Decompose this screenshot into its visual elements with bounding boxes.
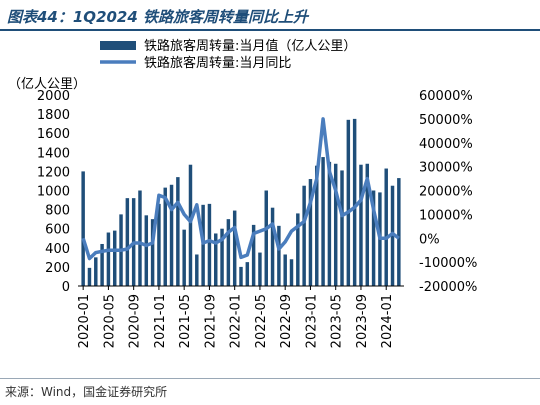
bar-2020-10 xyxy=(138,190,142,286)
bar-2022-06 xyxy=(264,190,268,286)
bar-2022-07 xyxy=(270,207,275,286)
legend-bar-swatch xyxy=(100,41,136,50)
left-tick-label: 200 xyxy=(45,261,70,276)
legend: 铁路旅客周转量:当月值（亿人公里） 铁路旅客周转量:当月同比 xyxy=(100,38,356,71)
x-tick-label: 2020-05 xyxy=(102,294,117,348)
bar-2024-03 xyxy=(397,178,401,286)
x-tick-label: 2023-05 xyxy=(330,294,345,348)
bar-2021-12 xyxy=(226,219,231,286)
right-tick-label: 0% xyxy=(419,232,440,247)
bar-2020-11 xyxy=(144,215,149,286)
left-tick-label: 1600 xyxy=(37,127,70,142)
bar-2021-11 xyxy=(220,228,224,286)
right-tick-label: 20000% xyxy=(419,185,473,200)
x-tick-label: 2021-05 xyxy=(178,294,193,348)
figure-title: 图表44：1Q2024 铁路旅客周转量同比上升 xyxy=(7,8,309,26)
bar-2022-04 xyxy=(251,224,256,286)
x-tick-label: 2023-09 xyxy=(355,294,370,348)
bar-2022-12 xyxy=(302,185,306,286)
bar-2020-04 xyxy=(100,243,104,286)
bar-2021-07 xyxy=(195,254,199,286)
bar-2023-01 xyxy=(308,179,313,286)
right-tick-label: -10000% xyxy=(419,256,477,271)
right-tick-label: 10000% xyxy=(419,208,473,223)
left-axis-unit: （亿人公里） xyxy=(8,77,86,92)
bar-2020-02 xyxy=(87,267,92,286)
bar-2020-05 xyxy=(106,232,111,286)
bar-2021-01 xyxy=(157,203,161,286)
bar-2023-11 xyxy=(371,190,376,286)
yoy-line xyxy=(81,117,400,261)
left-tick-label: 1000 xyxy=(37,185,70,200)
x-axis: 2020-01 2020-05 2020-09 2021-01 2021-05 2021-… xyxy=(77,286,395,348)
x-tick-label: 2022-09 xyxy=(279,294,294,348)
bar-2021-04 xyxy=(176,177,180,286)
bar-2021-02 xyxy=(163,187,167,286)
bar-2024-01 xyxy=(384,168,388,286)
bar-2020-12 xyxy=(150,219,155,286)
x-tick-label: 2023-01 xyxy=(304,294,319,348)
bar-2022-01 xyxy=(232,210,237,286)
bar-2021-09 xyxy=(207,203,212,286)
bar-2022-02 xyxy=(239,266,243,286)
right-tick-label: 50000% xyxy=(419,113,473,128)
left-tick-label: 1800 xyxy=(37,108,70,123)
bar-2023-04 xyxy=(327,161,332,286)
left-tick-label: 1200 xyxy=(37,165,70,180)
bar-2021-03 xyxy=(169,184,174,286)
right-tick-label: 60000% xyxy=(419,89,473,104)
bar-2020-08 xyxy=(125,198,130,286)
bar-2023-10 xyxy=(365,163,370,286)
right-axis: -20000% -10000% 0% 10000% 20000% 30000% 40000%… xyxy=(419,89,477,295)
bar-2021-08 xyxy=(201,204,205,286)
bar-2023-03 xyxy=(321,157,325,286)
bar-2022-10 xyxy=(289,259,294,286)
bar-2023-06 xyxy=(340,170,344,286)
bar-2022-05 xyxy=(258,252,262,286)
x-tick-label: 2021-09 xyxy=(203,294,218,348)
bar-2021-05 xyxy=(182,229,186,286)
right-tick-label: 30000% xyxy=(419,161,473,176)
bar-2021-10 xyxy=(214,233,218,286)
x-tick-label: 2020-01 xyxy=(77,294,92,348)
source-note: 来源：Wind，国金证券研究所 xyxy=(5,385,168,399)
bar-2022-11 xyxy=(296,213,300,286)
bar-2020-03 xyxy=(94,257,98,286)
left-tick-label: 800 xyxy=(45,204,70,219)
bar-2023-02 xyxy=(315,165,319,286)
right-tick-label: 40000% xyxy=(419,137,473,152)
source-divider xyxy=(0,378,540,379)
bar-2023-07 xyxy=(346,119,351,286)
bar-2020-01 xyxy=(81,171,85,286)
bar-2023-05 xyxy=(333,163,338,286)
left-axis: 0 200 400 600 800 1000 1200 1400 1600 1800 2000 xyxy=(37,89,70,295)
bar-2021-06 xyxy=(188,164,193,286)
bar-2020-06 xyxy=(112,230,117,286)
left-tick-label: 1400 xyxy=(37,146,70,161)
bar-2023-08 xyxy=(352,118,357,287)
legend-bar-label: 铁路旅客周转量:当月值（亿人公里） xyxy=(144,38,356,54)
x-tick-label: 2021-01 xyxy=(153,294,168,348)
title-divider xyxy=(0,29,540,31)
x-tick-label: 2022-01 xyxy=(229,294,244,348)
left-tick-label: 2000 xyxy=(37,89,70,104)
bar-series xyxy=(81,118,401,287)
combo-chart: 铁路旅客周转量:当月值（亿人公里） 铁路旅客周转量:当月同比 （亿人公里） 02… xyxy=(8,38,477,348)
bar-2022-09 xyxy=(283,254,287,286)
x-tick-label: 2020-09 xyxy=(128,294,143,348)
left-tick-label: 0 xyxy=(62,280,70,295)
right-tick-label: -20000% xyxy=(419,280,477,295)
bar-2022-08 xyxy=(277,225,281,286)
x-tick-label: 2024-01 xyxy=(380,294,395,348)
left-tick-label: 400 xyxy=(45,242,70,257)
bar-2024-02 xyxy=(390,185,395,286)
x-tick-label: 2022-05 xyxy=(254,294,269,348)
bar-2022-03 xyxy=(245,262,250,287)
left-tick-label: 600 xyxy=(45,223,70,238)
bar-2023-09 xyxy=(359,164,363,286)
legend-line-label: 铁路旅客周转量:当月同比 xyxy=(144,55,291,71)
